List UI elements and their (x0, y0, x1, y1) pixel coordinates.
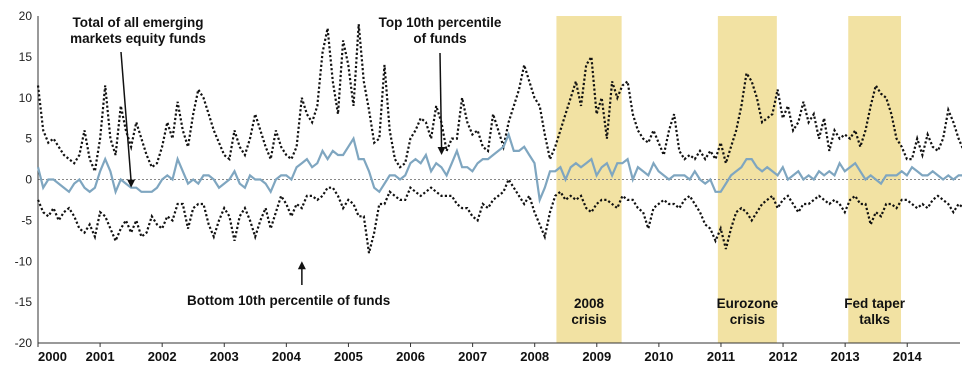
x-tick-label: 2014 (893, 349, 923, 364)
y-tick-label: -20 (15, 336, 33, 350)
x-tick-label: 2004 (272, 349, 302, 364)
annotation-arrow (439, 52, 443, 149)
shaded-period-label: crisis (571, 312, 606, 327)
x-tick-label: 2010 (644, 349, 673, 364)
x-tick-label: 2012 (769, 349, 798, 364)
series-line-bottom (36, 177, 962, 254)
x-tick-label: 2003 (210, 349, 239, 364)
x-tick-label: 2007 (458, 349, 487, 364)
annotation-text: Bottom 10th percentile of funds (187, 293, 390, 308)
annotation-arrowhead (127, 179, 136, 188)
series-lines (36, 24, 962, 254)
annotation-text: Total of all emerging (72, 15, 203, 30)
y-axis-ticks: 20 15 10 5 0 -5 -10 -15 -20 (15, 9, 33, 350)
y-tick-label: 5 (25, 132, 32, 146)
annotation-text: Top 10th percentile (379, 15, 502, 30)
shaded-period-label: Eurozone (717, 296, 779, 311)
x-tick-label: 2006 (396, 349, 425, 364)
annotation-arrowhead (297, 261, 306, 270)
x-tick-label: 2005 (334, 349, 363, 364)
y-tick-label: 20 (19, 9, 33, 23)
x-tick-label: 2001 (86, 349, 115, 364)
series-line-total (36, 131, 962, 205)
x-tick-label: 2013 (831, 349, 860, 364)
shaded-period-label: crisis (730, 312, 765, 327)
annotation-arrowhead (437, 146, 446, 155)
x-tick-label: 2009 (582, 349, 611, 364)
y-tick-label: 10 (19, 91, 33, 105)
shaded-period-label: talks (859, 312, 890, 327)
y-tick-label: -5 (21, 213, 32, 227)
shaded-period-label: 2008 (574, 296, 605, 311)
annotation-text: of funds (413, 31, 466, 46)
annotation-text: markets equity funds (70, 31, 206, 46)
y-tick-label: -10 (15, 254, 33, 268)
x-axis-ticks: 2000 2001 2002 2003 2004 2005 2006 2007 2008 2009… (37, 343, 923, 364)
annotation-arrow (120, 51, 132, 182)
x-tick-label: 2000 (38, 349, 67, 364)
x-tick-label: 2011 (707, 349, 735, 364)
y-tick-label: 15 (19, 50, 33, 64)
series-line-top (36, 24, 962, 176)
x-tick-label: 2008 (520, 349, 549, 364)
y-tick-label: 0 (25, 173, 32, 187)
shaded-period-label: Fed taper (844, 296, 906, 311)
y-tick-label: -15 (15, 295, 33, 309)
gridlines (37, 16, 960, 344)
x-tick-label: 2002 (148, 349, 177, 364)
